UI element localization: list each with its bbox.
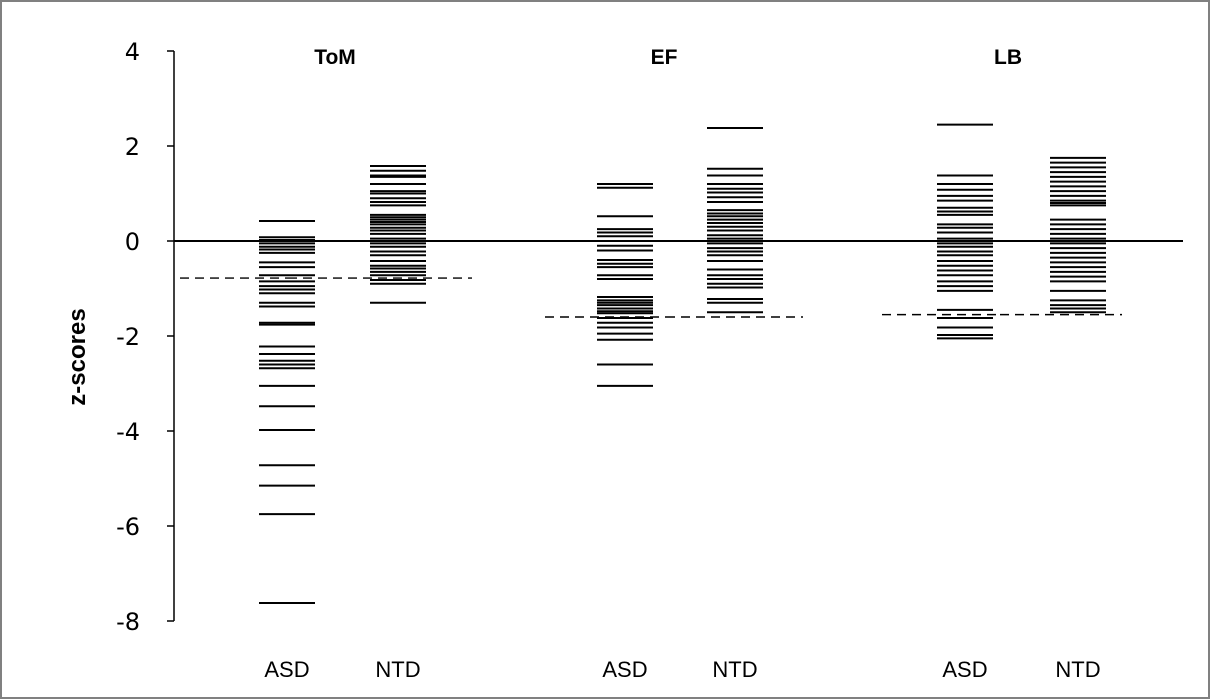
- y-tick-label: -4: [116, 418, 140, 446]
- cutoff-lines: [180, 277, 1122, 318]
- y-tick-label: 2: [125, 133, 140, 161]
- panel-title: EF: [651, 46, 678, 69]
- y-tick-label: -8: [116, 608, 140, 636]
- group-label: ASD: [264, 657, 309, 682]
- y-tick-label: 0: [125, 228, 140, 256]
- y-tick-label: -2: [116, 323, 140, 351]
- y-tick-label: 4: [125, 38, 140, 66]
- group-label: ASD: [942, 657, 987, 682]
- data-marks: [259, 123, 1106, 604]
- panel-title: LB: [994, 46, 1022, 69]
- group-label: NTD: [1055, 657, 1100, 682]
- y-tick-label: -6: [116, 513, 140, 541]
- y-axis-title: z-scores: [64, 308, 91, 405]
- group-label: NTD: [375, 657, 420, 682]
- y-axis: 4 2 0 -2 -4 -6 -8: [116, 38, 175, 636]
- panel-title: ToM: [314, 46, 356, 69]
- group-label: ASD: [602, 657, 647, 682]
- chart-labels: ToM ASD NTD EF ASD NTD LB ASD NTD: [264, 46, 1100, 682]
- group-label: NTD: [712, 657, 757, 682]
